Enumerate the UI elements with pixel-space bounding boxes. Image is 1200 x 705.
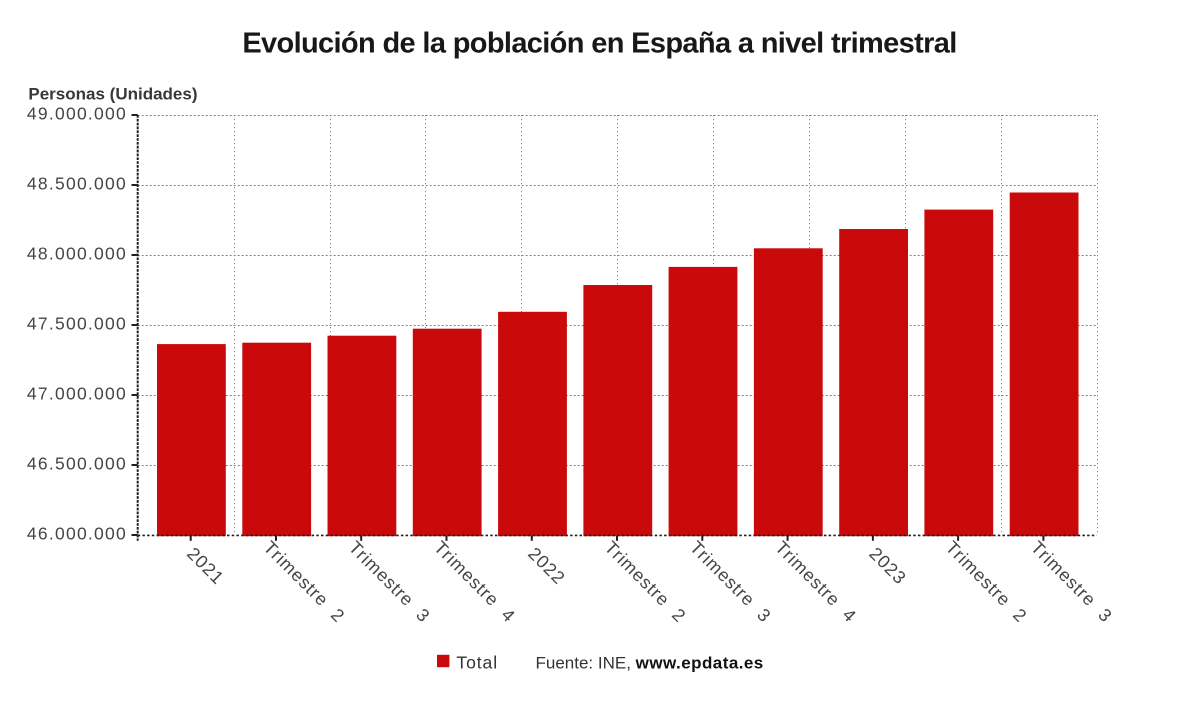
svg-text:Total: Total — [456, 652, 498, 672]
svg-text:46.000.000: 46.000.000 — [27, 524, 127, 544]
svg-text:46.500.000: 46.500.000 — [27, 454, 127, 474]
svg-text:Fuente: INE, www.epdata.es: Fuente: INE, www.epdata.es — [536, 653, 764, 672]
svg-text:47.500.000: 47.500.000 — [27, 314, 127, 334]
svg-text:48.500.000: 48.500.000 — [27, 174, 127, 194]
svg-text:Evolución de la población en E: Evolución de la población en España a ni… — [242, 28, 956, 60]
svg-text:47.000.000: 47.000.000 — [27, 384, 127, 404]
svg-text:48.000.000: 48.000.000 — [27, 244, 127, 264]
svg-text:49.000.000: 49.000.000 — [27, 104, 127, 124]
svg-text:Personas (Unidades): Personas (Unidades) — [28, 84, 197, 103]
